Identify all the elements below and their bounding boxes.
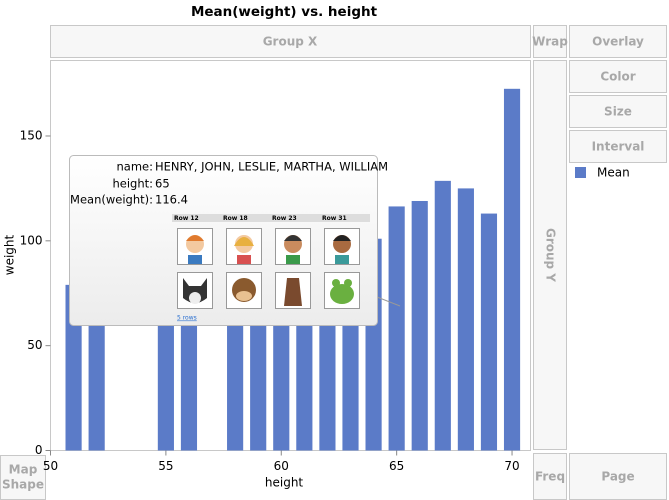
- drop-zone[interactable]: [569, 25, 667, 58]
- drop-zone-label[interactable]: Page: [601, 470, 634, 484]
- avatar: [226, 228, 262, 265]
- bar: [157, 295, 174, 451]
- x-tick-label: 70: [504, 459, 519, 473]
- chart-title: Mean(weight) vs. height: [191, 4, 378, 20]
- animal: [324, 272, 360, 309]
- avatar: [324, 228, 360, 265]
- drop-zone-label[interactable]: Map: [9, 463, 38, 477]
- drop-zone-label[interactable]: Color: [600, 70, 635, 84]
- x-tick-label: 50: [43, 459, 58, 473]
- image-row-label: Row 23: [272, 215, 297, 222]
- y-tick-label: 100: [20, 233, 43, 247]
- tooltip-key: height:: [112, 177, 153, 191]
- image-row-label: Row 12: [174, 215, 199, 222]
- drop-zone-label[interactable]: Freq: [535, 470, 565, 484]
- bar: [411, 200, 428, 451]
- y-axis-title: weight: [3, 234, 17, 275]
- tooltip-key: name:: [117, 160, 154, 174]
- x-tick-label: 65: [389, 459, 404, 473]
- bar: [503, 88, 521, 451]
- bar: [434, 180, 451, 451]
- drop-zone[interactable]: [569, 453, 667, 500]
- image-row-label: Row 18: [223, 215, 248, 222]
- rows-link[interactable]: 5 rows: [177, 315, 197, 322]
- image-header: [172, 214, 370, 222]
- drop-zone-label[interactable]: Shape: [2, 478, 44, 492]
- y-tick-label: 150: [20, 128, 43, 142]
- tooltip-value: 116.4: [155, 193, 188, 207]
- animal: [275, 272, 311, 309]
- y-tick-label: 50: [27, 338, 42, 352]
- drop-zone[interactable]: [569, 60, 667, 93]
- drop-zone[interactable]: [569, 130, 667, 163]
- tooltip-value: 65: [155, 177, 170, 191]
- tooltip: name: HENRY, JOHN, LESLIE, MARTHA, WILLI…: [69, 155, 401, 326]
- avatar: [177, 228, 213, 265]
- y-tick-label: 0: [35, 443, 43, 457]
- drop-zone[interactable]: [50, 25, 531, 58]
- bar: [388, 206, 405, 451]
- bar: [457, 188, 474, 451]
- drop-zone-label[interactable]: Group X: [263, 35, 318, 49]
- tooltip-pointer: [376, 296, 401, 307]
- tooltip-value: HENRY, JOHN, LESLIE, MARTHA, WILLIAM: [155, 160, 388, 174]
- image-row-label: Row 31: [322, 215, 347, 222]
- bar: [480, 213, 498, 451]
- animal: [226, 272, 262, 309]
- avatar: [275, 228, 311, 265]
- animal: [177, 272, 213, 309]
- drop-zone[interactable]: [569, 95, 667, 128]
- legend-label: Mean: [597, 166, 630, 180]
- x-tick-label: 60: [274, 459, 289, 473]
- x-tick-label: 55: [158, 459, 173, 473]
- drop-zone[interactable]: [0, 455, 46, 500]
- drop-zone[interactable]: [533, 25, 567, 58]
- bar: [65, 284, 82, 451]
- drop-zone-label[interactable]: Wrap: [532, 35, 568, 49]
- drop-zone-label[interactable]: Group Y: [544, 228, 558, 282]
- drop-zone-label[interactable]: Size: [604, 105, 632, 119]
- tooltip-key: Mean(weight):: [70, 193, 153, 207]
- drop-zone-label[interactable]: Overlay: [592, 35, 644, 49]
- x-axis-title: height: [265, 476, 304, 490]
- drop-zone-label[interactable]: Interval: [592, 140, 645, 154]
- drop-zone[interactable]: [533, 60, 567, 450]
- legend-swatch: [575, 167, 586, 178]
